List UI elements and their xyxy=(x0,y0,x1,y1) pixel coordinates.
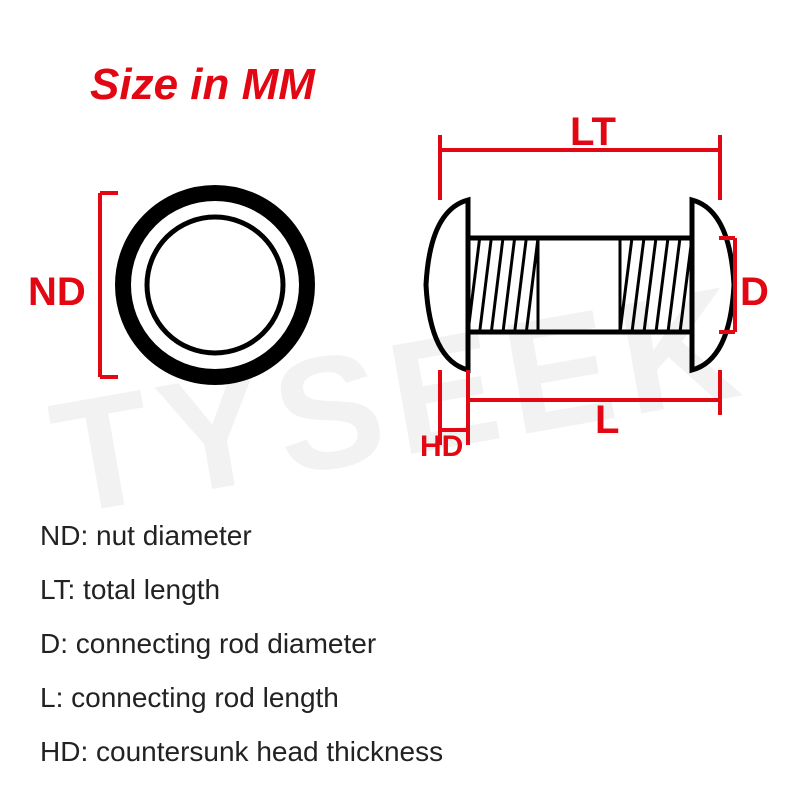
legend-row: L: connecting rod length xyxy=(40,682,443,714)
legend: ND: nut diameter LT: total length D: con… xyxy=(40,520,443,768)
legend-row: LT: total length xyxy=(40,574,443,606)
legend-row: HD: countersunk head thickness xyxy=(40,736,443,768)
legend-row: ND: nut diameter xyxy=(40,520,443,552)
technical-drawing xyxy=(0,0,800,520)
legend-row: D: connecting rod diameter xyxy=(40,628,443,660)
